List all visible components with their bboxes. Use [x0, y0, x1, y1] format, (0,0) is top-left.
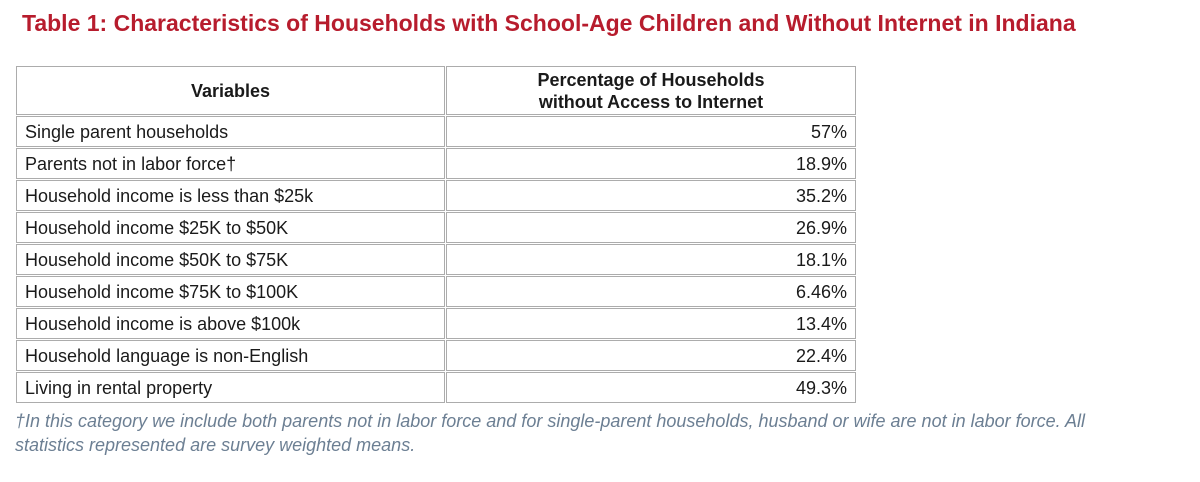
variable-cell: Household income $75K to $100K — [16, 276, 445, 307]
value-cell: 22.4% — [446, 340, 856, 371]
table-row: Household income is less than $25k 35.2% — [16, 180, 856, 211]
characteristics-table: Variables Percentage of Households witho… — [15, 65, 857, 404]
table-row: Single parent households 57% — [16, 116, 856, 147]
page-title: Table 1: Characteristics of Households w… — [22, 10, 1076, 36]
table-row: Household income $75K to $100K 6.46% — [16, 276, 856, 307]
value-cell: 35.2% — [446, 180, 856, 211]
table-row: Household language is non-English 22.4% — [16, 340, 856, 371]
table-row: Household income $25K to $50K 26.9% — [16, 212, 856, 243]
value-cell: 26.9% — [446, 212, 856, 243]
variable-cell: Household income $50K to $75K — [16, 244, 445, 275]
value-cell: 6.46% — [446, 276, 856, 307]
table-header-row: Variables Percentage of Households witho… — [16, 66, 856, 115]
table-row: Household income $50K to $75K 18.1% — [16, 244, 856, 275]
value-cell: 49.3% — [446, 372, 856, 403]
variable-cell: Living in rental property — [16, 372, 445, 403]
column-header-variables: Variables — [16, 66, 445, 115]
variable-cell: Parents not in labor force† — [16, 148, 445, 179]
variable-cell: Household income $25K to $50K — [16, 212, 445, 243]
table-row: Parents not in labor force† 18.9% — [16, 148, 856, 179]
column-header-percentage: Percentage of Households without Access … — [446, 66, 856, 115]
table-footnote: †In this category we include both parent… — [15, 411, 1085, 455]
table-row: Household income is above $100k 13.4% — [16, 308, 856, 339]
value-cell: 13.4% — [446, 308, 856, 339]
variable-cell: Household income is above $100k — [16, 308, 445, 339]
variable-cell: Household income is less than $25k — [16, 180, 445, 211]
table-row: Living in rental property 49.3% — [16, 372, 856, 403]
column-header-percentage-label: Percentage of Households without Access … — [537, 69, 765, 112]
value-cell: 57% — [446, 116, 856, 147]
value-cell: 18.9% — [446, 148, 856, 179]
value-cell: 18.1% — [446, 244, 856, 275]
variable-cell: Household language is non-English — [16, 340, 445, 371]
variable-cell: Single parent households — [16, 116, 445, 147]
